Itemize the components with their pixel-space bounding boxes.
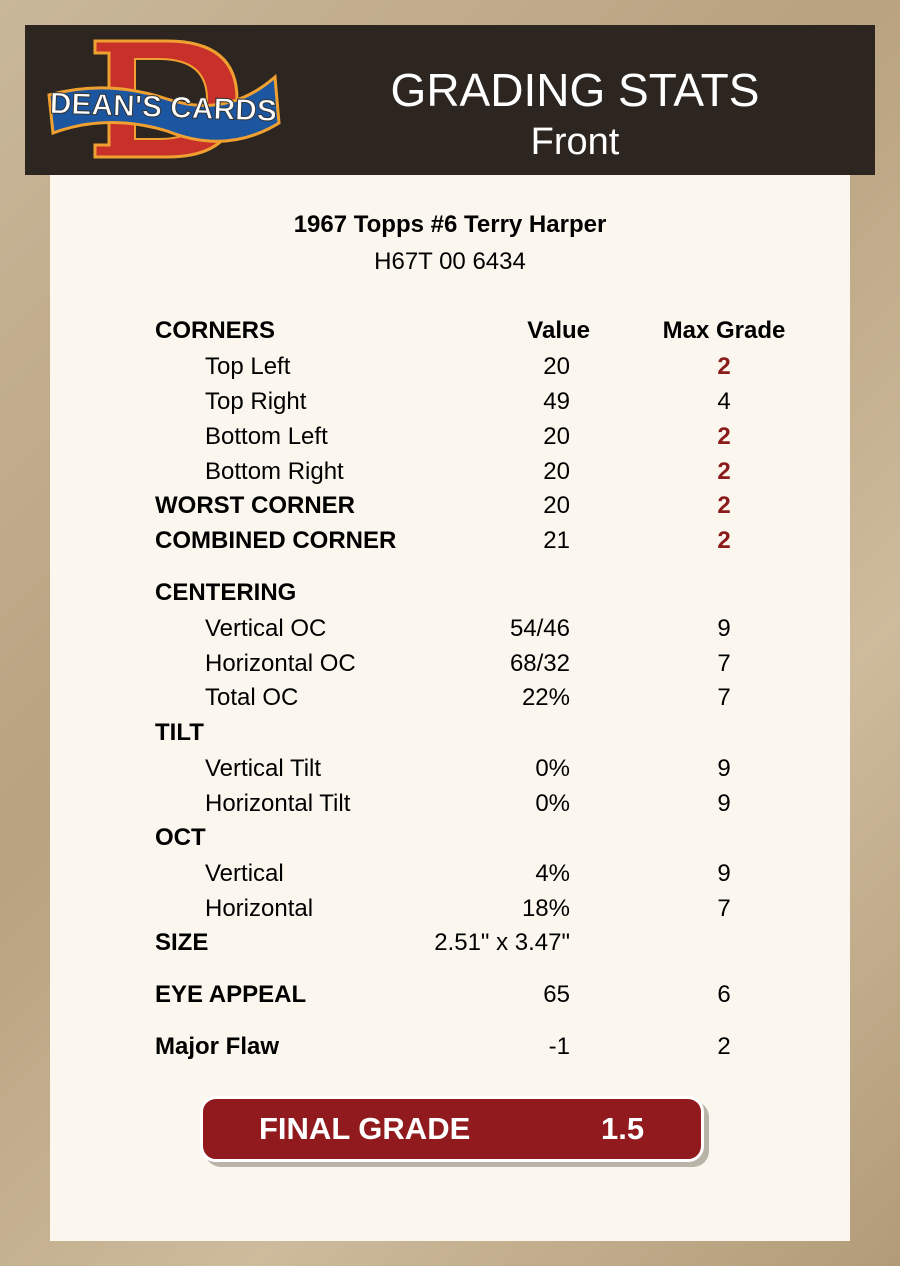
stat-label: Horizontal bbox=[205, 895, 314, 922]
stat-label: Vertical OC bbox=[205, 615, 327, 642]
stat-label: Vertical Tilt bbox=[205, 755, 322, 782]
max-grade: 2 bbox=[717, 1033, 731, 1060]
stat-row: Vertical Tilt 0% 9 bbox=[50, 755, 850, 785]
stat-row: Total OC 22% 7 bbox=[50, 684, 850, 714]
stat-value: 20 bbox=[543, 458, 570, 485]
stat-row: SIZE 2.51" x 3.47" bbox=[50, 929, 850, 959]
stat-row: COMBINED CORNER 21 2 bbox=[50, 527, 850, 557]
stat-row: CORNERS Value Max Grade bbox=[50, 317, 850, 347]
stat-row: Bottom Left 20 2 bbox=[50, 423, 850, 453]
stat-label: Horizontal OC bbox=[205, 650, 356, 677]
page-title: GRADING STATS bbox=[390, 64, 760, 116]
logo-text: DEAN'S CARDS bbox=[49, 87, 277, 128]
max-grade: 7 bbox=[717, 650, 731, 677]
max-grade: 2 bbox=[717, 492, 731, 519]
stat-row: Major Flaw -1 2 bbox=[50, 1033, 850, 1063]
max-grade: 9 bbox=[717, 615, 731, 642]
stat-row: EYE APPEAL 65 6 bbox=[50, 981, 850, 1011]
stat-label: EYE APPEAL bbox=[155, 981, 307, 1008]
max-grade: 9 bbox=[717, 790, 731, 817]
stat-row: OCT bbox=[50, 824, 850, 854]
stat-row: Top Right 49 4 bbox=[50, 388, 850, 418]
stat-value: 0% bbox=[535, 790, 570, 817]
max-grade: 9 bbox=[717, 860, 731, 887]
page-subtitle: Front bbox=[530, 121, 620, 163]
max-grade: 2 bbox=[717, 458, 731, 485]
final-grade-badge: FINAL GRADE 1.5 bbox=[200, 1096, 704, 1162]
stats-panel: 1967 Topps #6 Terry Harper H67T 00 6434 … bbox=[50, 175, 850, 1241]
stat-row: Vertical OC 54/46 9 bbox=[50, 615, 850, 645]
stat-label: OCT bbox=[155, 824, 206, 851]
stat-label: Total OC bbox=[205, 684, 299, 711]
max-grade: 7 bbox=[717, 684, 731, 711]
final-grade-value: 1.5 bbox=[601, 1111, 645, 1146]
stat-value: 21 bbox=[543, 527, 570, 554]
stat-label: Major Flaw bbox=[155, 1033, 280, 1060]
max-grade: 4 bbox=[717, 388, 731, 415]
stat-label: Bottom Left bbox=[205, 423, 328, 450]
stat-label: WORST CORNER bbox=[155, 492, 355, 519]
stat-value: 22% bbox=[521, 684, 570, 711]
max-grade: 2 bbox=[717, 353, 731, 380]
max-grade: 7 bbox=[717, 895, 731, 922]
stat-row: Vertical 4% 9 bbox=[50, 860, 850, 890]
stat-row: Horizontal 18% 7 bbox=[50, 895, 850, 925]
stat-value: 18% bbox=[521, 895, 570, 922]
stat-value: -1 bbox=[548, 1033, 570, 1060]
stat-value: 2.51" x 3.47" bbox=[434, 929, 570, 956]
header: DEAN'S CARDS GRADING STATS Front bbox=[25, 25, 875, 175]
deans-cards-logo: DEAN'S CARDS bbox=[47, 39, 281, 159]
stat-row: WORST CORNER 20 2 bbox=[50, 492, 850, 522]
stat-row: Horizontal OC 68/32 7 bbox=[50, 650, 850, 680]
stat-label: Horizontal Tilt bbox=[205, 790, 351, 817]
stat-row: CENTERING bbox=[50, 579, 850, 609]
stat-row: Top Left 20 2 bbox=[50, 353, 850, 383]
max-grade: 9 bbox=[717, 755, 731, 782]
stat-row: Bottom Right 20 2 bbox=[50, 458, 850, 488]
max-grade: 2 bbox=[717, 527, 731, 554]
card-name: 1967 Topps #6 Terry Harper bbox=[293, 211, 607, 238]
stat-value: 65 bbox=[543, 981, 570, 1008]
stat-value: 49 bbox=[543, 388, 570, 415]
stat-value: 20 bbox=[543, 492, 570, 519]
max-grade-column-header: Max Grade bbox=[662, 317, 786, 344]
stat-label: COMBINED CORNER bbox=[155, 527, 397, 554]
stat-label: TILT bbox=[155, 719, 204, 746]
stat-value: 20 bbox=[543, 423, 570, 450]
stat-label: CORNERS bbox=[155, 317, 276, 344]
stat-value: 20 bbox=[543, 353, 570, 380]
max-grade: 6 bbox=[717, 981, 731, 1008]
stat-value: 0% bbox=[535, 755, 570, 782]
stat-label: Top Right bbox=[205, 388, 307, 415]
stat-row: TILT bbox=[50, 719, 850, 749]
stat-label: Vertical bbox=[205, 860, 284, 887]
stat-value: 68/32 bbox=[509, 650, 570, 677]
final-grade-label: FINAL GRADE bbox=[259, 1111, 471, 1146]
stat-label: CENTERING bbox=[155, 579, 297, 606]
stat-value: 54/46 bbox=[509, 615, 570, 642]
max-grade: 2 bbox=[717, 423, 731, 450]
card-id: H67T 00 6434 bbox=[374, 248, 526, 275]
stat-label: SIZE bbox=[155, 929, 209, 956]
stat-value: 4% bbox=[535, 860, 570, 887]
stat-label: Bottom Right bbox=[205, 458, 344, 485]
value-column-header: Value bbox=[527, 317, 590, 344]
stat-row: Horizontal Tilt 0% 9 bbox=[50, 790, 850, 820]
stat-label: Top Left bbox=[205, 353, 291, 380]
